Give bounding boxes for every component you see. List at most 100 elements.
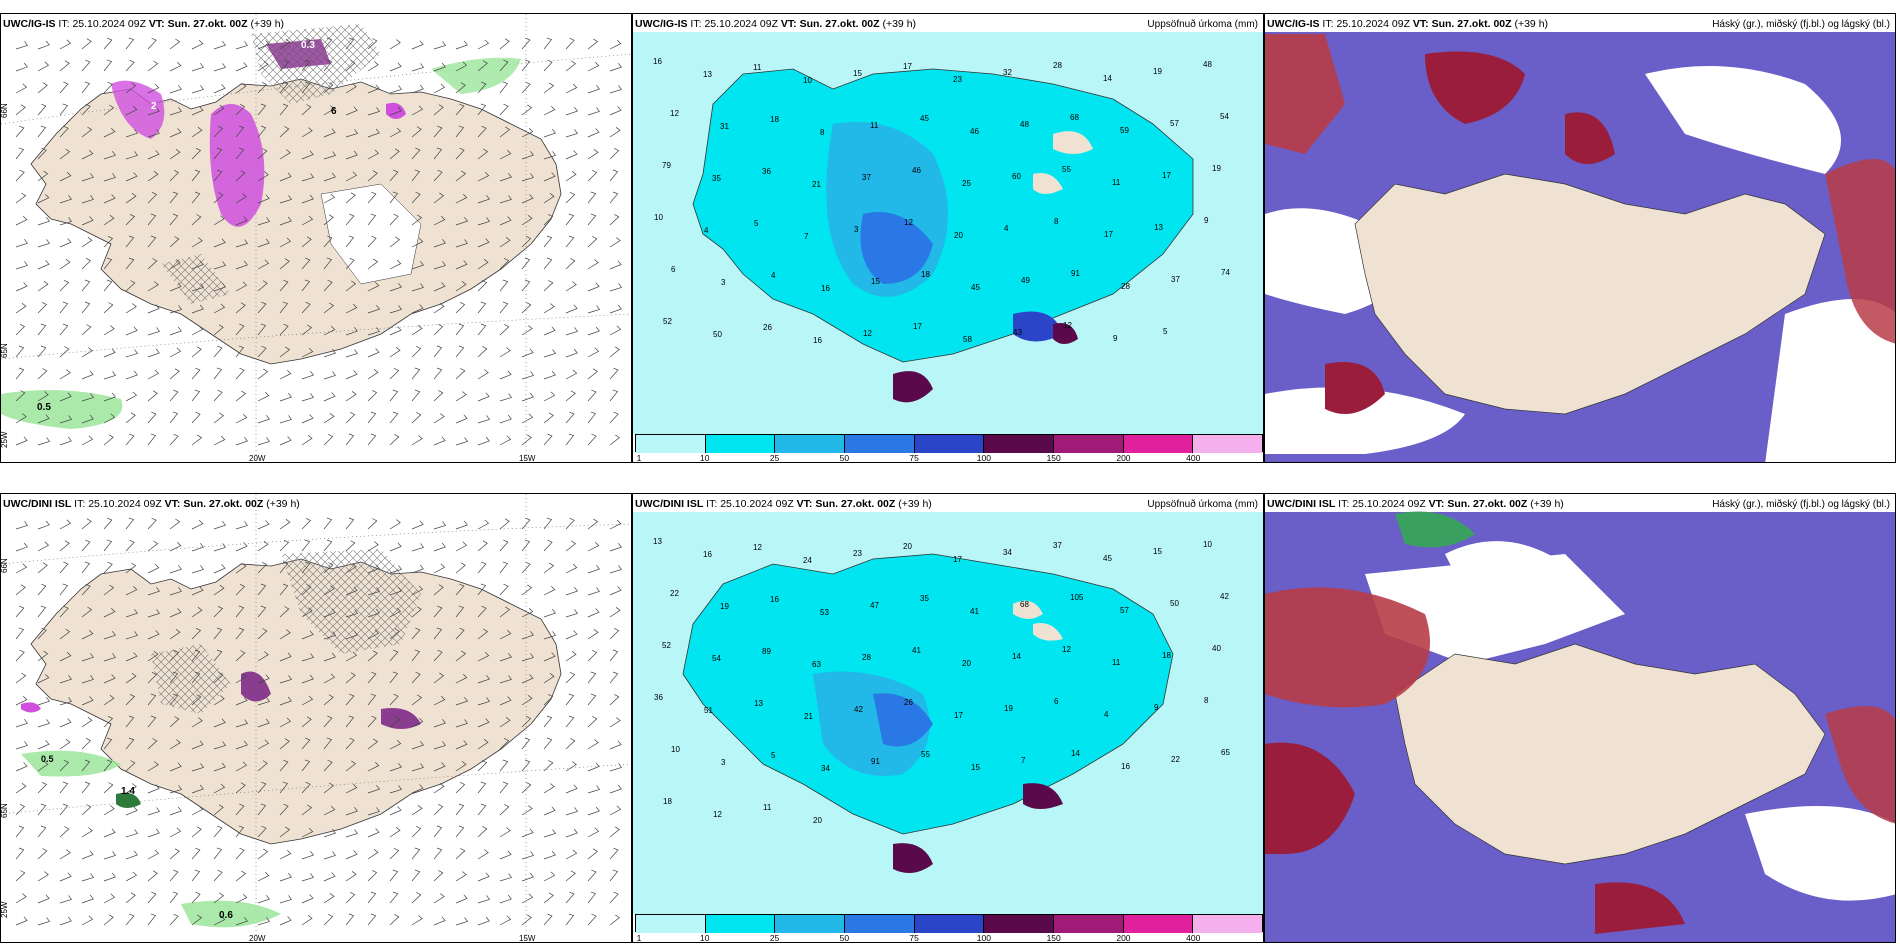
wind-barb	[433, 741, 446, 750]
wind-barb	[389, 39, 401, 50]
wind-barb	[125, 652, 138, 662]
wind-barb	[477, 415, 491, 424]
precip-value: 91	[871, 757, 880, 766]
precip-value: 8	[1204, 696, 1209, 705]
wind-barb	[455, 368, 466, 380]
wind-barb	[323, 782, 335, 794]
legend-label: 10	[700, 933, 710, 943]
precip-value: 57	[1170, 119, 1179, 128]
wind-barb	[609, 627, 620, 640]
wind-barb	[279, 301, 289, 314]
wind-barb	[521, 325, 533, 336]
precip-value: 6	[1054, 697, 1059, 706]
wind-barb	[301, 414, 314, 424]
wind-barb	[499, 561, 509, 574]
wind-barb	[609, 847, 619, 860]
wind-barbs	[15, 37, 623, 446]
wind-barb	[477, 540, 488, 552]
panel-header: UWC/IG-IS IT: 25.10.2024 09Z VT: Sun. 27…	[1267, 18, 1549, 30]
legend-swatch	[1123, 435, 1194, 453]
wind-barb	[521, 59, 531, 72]
wind-barb	[301, 59, 311, 72]
wind-barb	[37, 760, 49, 772]
precip-value: 37	[1053, 541, 1062, 550]
wind-barb	[543, 673, 555, 684]
precip-value: 15	[871, 277, 880, 286]
wind-barb	[565, 738, 576, 750]
wind-barb	[587, 282, 600, 292]
wind-barb	[323, 214, 334, 226]
wind-barb	[609, 586, 622, 596]
wind-barb	[345, 891, 356, 904]
wind-barb	[411, 214, 423, 226]
wind-barb	[367, 327, 380, 336]
wind-barb	[81, 915, 94, 926]
wind-barb	[235, 239, 249, 248]
wind-barb	[191, 214, 202, 226]
wind-barb	[103, 279, 113, 292]
wind-barb	[81, 539, 91, 552]
wind-barb	[37, 82, 48, 94]
wind-barb	[37, 125, 47, 138]
wind-barb	[345, 280, 357, 292]
wind-barb	[125, 105, 138, 116]
wind-barb	[389, 148, 400, 160]
hatch-area	[281, 549, 421, 654]
wind-barb	[477, 895, 491, 904]
wind-barb	[477, 259, 489, 270]
wind-barb	[191, 717, 203, 728]
wind-barb	[499, 804, 510, 816]
wind-barb	[191, 763, 205, 772]
wind-barb	[169, 785, 183, 794]
wind-barb	[279, 126, 290, 138]
wind-barb	[37, 40, 50, 50]
wind-barb	[565, 761, 577, 772]
wind-barb	[455, 437, 469, 446]
wind-barb	[433, 303, 445, 314]
wind-barb	[411, 671, 421, 684]
wind-barb	[59, 103, 69, 116]
wind-barb	[565, 390, 576, 402]
wind-barb	[411, 105, 424, 116]
precip-legend-labels: 1 10 25 50 75 100 150 200 400	[635, 453, 1263, 462]
wind-barb	[59, 605, 69, 618]
wind-barb	[37, 260, 50, 270]
wind-barb	[323, 151, 337, 160]
wind-barb	[59, 561, 69, 574]
wind-barb	[587, 389, 597, 402]
wind-barb	[125, 303, 137, 314]
wind-barb	[499, 759, 509, 772]
wind-barb	[543, 257, 553, 270]
wind-barb	[147, 784, 160, 794]
wind-barb	[257, 414, 270, 424]
precip-value: 18	[921, 270, 930, 279]
wind-barb	[455, 848, 466, 860]
wind-barb	[345, 651, 358, 662]
wind-barb	[103, 214, 115, 226]
wind-barb	[279, 803, 289, 816]
wind-barb	[279, 561, 289, 574]
wind-barb	[301, 236, 312, 248]
wind-barb	[323, 737, 333, 750]
wind-barb	[433, 367, 443, 380]
legend-label: 75	[909, 933, 919, 943]
precip-value: 5	[754, 219, 759, 228]
panel-cloud-top: UWC/IG-IS IT: 25.10.2024 09Z VT: Sun. 27…	[1264, 13, 1896, 463]
wind-barb	[521, 371, 535, 380]
wind-barb	[301, 104, 312, 116]
wind-barb	[81, 583, 91, 596]
wind-barb	[345, 235, 355, 248]
wind-barb	[81, 804, 92, 816]
wind-barb	[37, 825, 47, 838]
wind-barb	[433, 238, 446, 248]
wind-barb	[213, 627, 223, 640]
wind-barb	[499, 81, 509, 94]
precip-value: 5	[1163, 327, 1168, 336]
wind-barb	[389, 586, 402, 596]
wind-barb	[345, 370, 358, 380]
green-area	[21, 750, 121, 777]
wind-barb	[15, 893, 27, 904]
wind-barb	[609, 214, 620, 226]
wind-barb	[323, 37, 333, 50]
wind-barb	[345, 563, 357, 574]
